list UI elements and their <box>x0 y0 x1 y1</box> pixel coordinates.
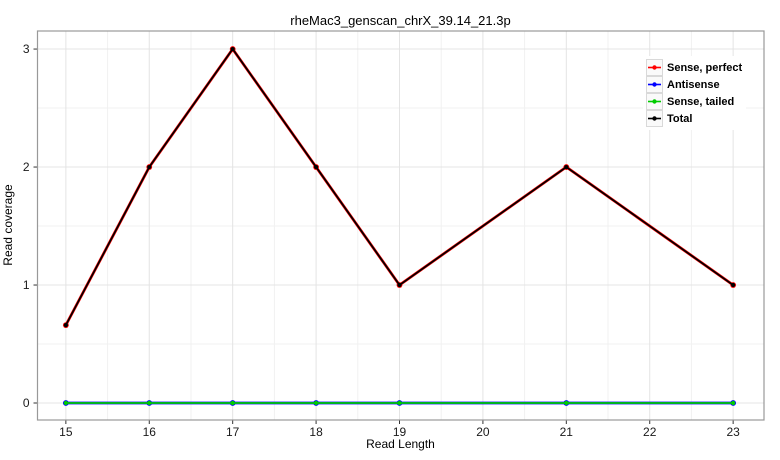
legend-row: Antisense <box>646 76 742 93</box>
legend-row: Sense, perfect <box>646 59 742 76</box>
data-point-sense-tailed <box>731 400 736 406</box>
legend-key-icon <box>646 76 663 93</box>
legend-label: Total <box>667 112 693 125</box>
data-point-total <box>564 164 569 170</box>
data-point-sense-tailed <box>564 400 569 406</box>
legend-label: Sense, perfect <box>667 61 743 74</box>
data-point-sense-tailed <box>313 400 319 406</box>
legend-key-icon <box>646 59 663 76</box>
data-point-sense-tailed <box>397 400 402 406</box>
data-point-total <box>397 282 402 288</box>
x-tick-label: 22 <box>643 425 657 439</box>
y-tick-label: 1 <box>23 278 30 292</box>
x-tick-label: 19 <box>393 425 407 439</box>
x-tick-label: 21 <box>560 425 574 439</box>
panel-background <box>37 31 764 420</box>
data-point-total <box>731 282 736 288</box>
y-tick-label: 0 <box>23 396 30 410</box>
legend-label: Antisense <box>667 78 720 91</box>
x-tick-label: 23 <box>726 425 740 439</box>
legend-row: Sense, tailed <box>646 93 742 110</box>
data-point-sense-tailed <box>230 400 235 406</box>
chart-title: rheMac3_genscan_chrX_39.14_21.3p <box>290 13 511 28</box>
legend-key-icon <box>646 110 663 127</box>
legend-row: Total <box>646 110 742 127</box>
data-point-total <box>63 323 68 328</box>
data-point-sense-tailed <box>63 400 68 406</box>
x-tick-label: 17 <box>226 425 240 439</box>
panel-border <box>36 30 765 421</box>
x-axis-label: Read Length <box>366 437 435 451</box>
y-tick-label: 2 <box>23 160 30 174</box>
data-point-total <box>147 164 152 170</box>
x-tick-label: 15 <box>59 425 73 439</box>
x-tick-label: 18 <box>309 425 323 439</box>
data-point-total <box>313 164 319 170</box>
x-tick-label: 16 <box>143 425 157 439</box>
x-tick-label: 20 <box>476 425 490 439</box>
y-tick-label: 3 <box>23 42 30 56</box>
legend: Sense, perfect Antisense Sense, tailed Tota… <box>643 56 747 130</box>
legend-key-icon <box>646 93 663 110</box>
data-point-total <box>230 46 235 52</box>
legend-label: Sense, tailed <box>667 95 735 108</box>
data-point-sense-tailed <box>147 400 152 406</box>
